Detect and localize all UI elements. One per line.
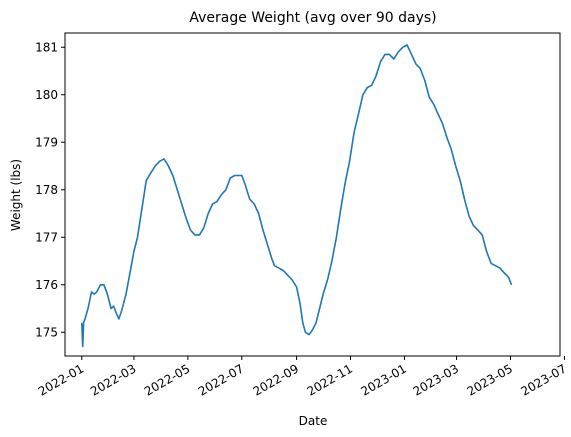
y-tick-label: 179 — [35, 135, 58, 149]
chart-title: Average Weight (avg over 90 days) — [189, 10, 436, 26]
y-tick-label: 180 — [35, 88, 58, 102]
y-tick-label: 176 — [35, 278, 58, 292]
y-axis: 175 176 177 178 179 180 181 — [35, 40, 65, 339]
y-tick-label: 181 — [35, 40, 58, 54]
plot-frame — [64, 32, 561, 357]
series-line-0 — [81, 44, 513, 348]
x-axis-label: Date — [299, 414, 328, 428]
y-axis-label: Weight (lbs) — [9, 159, 23, 231]
y-tick-label: 175 — [35, 325, 58, 339]
y-tick-label: 178 — [35, 183, 58, 197]
series-layer — [81, 44, 513, 348]
y-tick-label: 177 — [35, 230, 58, 244]
